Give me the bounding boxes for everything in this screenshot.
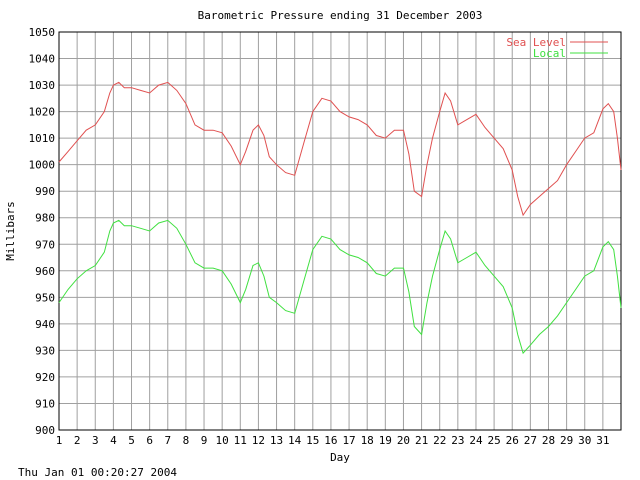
- y-tick-label: 910: [35, 397, 55, 410]
- x-tick-label: 14: [288, 434, 302, 447]
- legend-label: Local: [533, 47, 566, 60]
- chart-title: Barometric Pressure ending 31 December 2…: [198, 9, 483, 22]
- y-tick-labels: 900 910 920 930 940 950 960 970 980 990 1000 1010 10…: [29, 26, 56, 437]
- x-tick-label: 23: [451, 434, 464, 447]
- x-tick-label: 4: [110, 434, 117, 447]
- y-tick-label: 1000: [29, 159, 56, 172]
- x-tick-label: 7: [164, 434, 171, 447]
- x-tick-label: 15: [306, 434, 319, 447]
- legend-label: Sea Level: [506, 36, 566, 49]
- x-tick-label: 19: [379, 434, 392, 447]
- x-tick-label: 18: [361, 434, 374, 447]
- x-tick-label: 22: [433, 434, 446, 447]
- x-tick-label: 16: [324, 434, 337, 447]
- x-tick-label: 28: [542, 434, 555, 447]
- x-tick-label: 27: [524, 434, 537, 447]
- x-tick-labels: 1 2 3 4 5 6 7 8 9 10 11 12 13 14 15 16 17 18 19 20 21 22 23 24 2…: [56, 434, 610, 447]
- x-tick-label: 11: [234, 434, 247, 447]
- y-tick-label: 1010: [29, 132, 56, 145]
- series-line-local: [58, 219, 622, 355]
- y-tick-label: 960: [35, 265, 55, 278]
- y-tick-label: 970: [35, 238, 55, 251]
- x-tick-label: 31: [596, 434, 609, 447]
- x-tick-label: 9: [201, 434, 208, 447]
- y-tick-label: 980: [35, 212, 55, 225]
- y-tick-label: 930: [35, 344, 55, 357]
- x-tick-label: 26: [506, 434, 519, 447]
- x-tick-label: 8: [183, 434, 190, 447]
- y-tick-label: 1030: [29, 79, 56, 92]
- x-tick-label: 17: [342, 434, 355, 447]
- x-tick-label: 3: [92, 434, 99, 447]
- x-tick-label: 6: [146, 434, 153, 447]
- x-tick-label: 12: [252, 434, 265, 447]
- chart-series: [58, 81, 622, 355]
- chart-axes: [58, 31, 622, 431]
- y-tick-label: 940: [35, 318, 55, 331]
- x-tick-label: 1: [56, 434, 63, 447]
- series-line-sea-level: [58, 81, 622, 217]
- y-tick-label: 990: [35, 185, 55, 198]
- x-tick-label: 21: [415, 434, 428, 447]
- x-axis-label: Day: [330, 451, 350, 464]
- y-tick-label: 950: [35, 291, 55, 304]
- y-tick-label: 900: [35, 424, 55, 437]
- x-tick-label: 25: [487, 434, 500, 447]
- x-tick-label: 29: [560, 434, 573, 447]
- x-tick-label: 13: [270, 434, 283, 447]
- y-axis-label: Millibars: [4, 201, 17, 261]
- plot-border: [58, 31, 622, 431]
- x-tick-label: 20: [397, 434, 410, 447]
- y-tick-label: 1050: [29, 26, 56, 39]
- x-tick-label: 5: [128, 434, 135, 447]
- x-tick-label: 24: [469, 434, 483, 447]
- x-tick-label: 30: [578, 434, 591, 447]
- y-tick-label: 1040: [29, 53, 56, 66]
- y-tick-label: 920: [35, 371, 55, 384]
- y-tick-label: 1020: [29, 106, 56, 119]
- x-tick-label: 10: [216, 434, 229, 447]
- x-tick-label: 2: [74, 434, 81, 447]
- generated-timestamp: Thu Jan 01 00:20:27 2004: [18, 466, 177, 479]
